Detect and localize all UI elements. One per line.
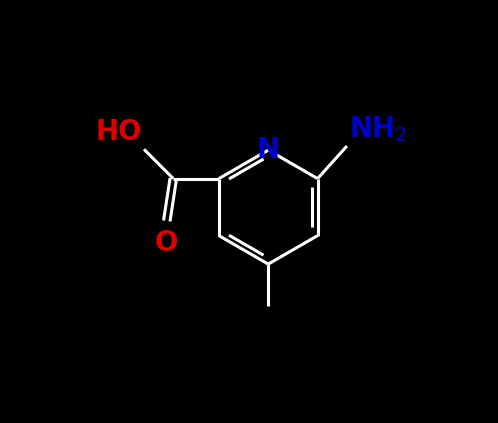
Text: N: N — [256, 136, 280, 164]
Text: NH$_2$: NH$_2$ — [349, 115, 407, 144]
Text: HO: HO — [96, 118, 142, 146]
Text: O: O — [155, 229, 178, 257]
